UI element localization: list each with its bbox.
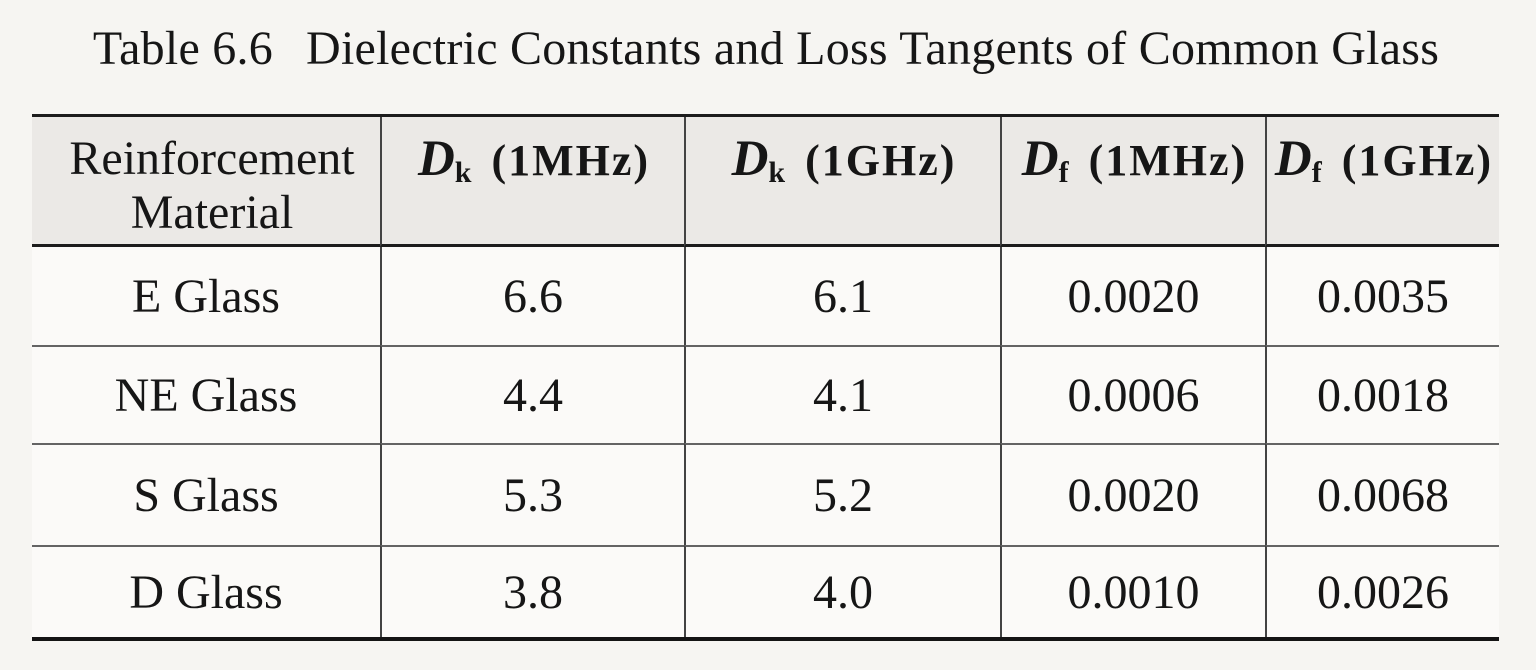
df-subscript: f: [1058, 156, 1069, 189]
df-subscript: f: [1311, 156, 1322, 189]
cell-dk-1ghz: 6.1: [684, 247, 1000, 345]
dk-symbol: D: [731, 131, 769, 187]
cell-df-1ghz: 0.0018: [1265, 345, 1499, 443]
cell-dk-1mhz: 5.3: [380, 443, 684, 545]
header-material-line1: Reinforcement: [69, 132, 355, 185]
dk-subscript: k: [454, 156, 472, 189]
header-reinforcement-material: Reinforcement Material: [32, 117, 380, 247]
cell-dk-1mhz: 4.4: [380, 345, 684, 443]
table-caption: Table 6.6 Dielectric Constants and Loss T…: [0, 25, 1536, 73]
cell-df-1mhz: 0.0006: [1000, 345, 1265, 443]
cell-dk-1mhz: 3.8: [380, 545, 684, 637]
cell-material: S Glass: [32, 443, 380, 545]
header-dk-1ghz: Dk (1GHz): [684, 117, 1000, 247]
cell-material: D Glass: [32, 545, 380, 637]
cell-df-1mhz: 0.0020: [1000, 443, 1265, 545]
header-df-1ghz: Df (1GHz): [1265, 117, 1499, 247]
cell-dk-1ghz: 4.1: [684, 345, 1000, 443]
df-1mhz-frequency: (1MHz): [1088, 136, 1248, 185]
table-row-d-glass: D Glass 3.8 4.0 0.0010 0.0026: [32, 545, 1499, 637]
header-row: Reinforcement Material Dk (1MHz) Dk (1GHz)…: [32, 117, 1499, 247]
header-material-line2: Material: [130, 186, 294, 239]
cell-dk-1mhz: 6.6: [380, 247, 684, 345]
cell-df-1mhz: 0.0020: [1000, 247, 1265, 345]
table-caption-title: Dielectric Constants and Loss Tangents o…: [306, 22, 1440, 75]
cell-dk-1ghz: 4.0: [684, 545, 1000, 637]
cell-dk-1ghz: 5.2: [684, 443, 1000, 545]
df-symbol: D: [1021, 131, 1059, 187]
cell-material: E Glass: [32, 247, 380, 345]
cell-df-1ghz: 0.0035: [1265, 247, 1499, 345]
df-symbol: D: [1274, 131, 1312, 187]
cell-df-1ghz: 0.0068: [1265, 443, 1499, 545]
table-row-s-glass: S Glass 5.3 5.2 0.0020 0.0068: [32, 443, 1499, 545]
df-1ghz-frequency: (1GHz): [1341, 136, 1494, 185]
dk-1ghz-frequency: (1GHz): [805, 136, 957, 185]
cell-df-1mhz: 0.0010: [1000, 545, 1265, 637]
cell-material: NE Glass: [32, 345, 380, 443]
header-df-1mhz: Df (1MHz): [1000, 117, 1265, 247]
dielectric-constants-table: Reinforcement Material Dk (1MHz) Dk (1GHz)…: [32, 114, 1499, 641]
dk-subscript: k: [768, 156, 786, 189]
header-dk-1mhz: Dk (1MHz): [380, 117, 684, 247]
table-row-ne-glass: NE Glass 4.4 4.1 0.0006 0.0018: [32, 345, 1499, 443]
dk-1mhz-frequency: (1MHz): [491, 136, 651, 185]
cell-df-1ghz: 0.0026: [1265, 545, 1499, 637]
dk-symbol: D: [417, 131, 455, 187]
table-caption-number: Table 6.6: [92, 22, 274, 75]
table-row-e-glass: E Glass 6.6 6.1 0.0020 0.0035: [32, 247, 1499, 345]
